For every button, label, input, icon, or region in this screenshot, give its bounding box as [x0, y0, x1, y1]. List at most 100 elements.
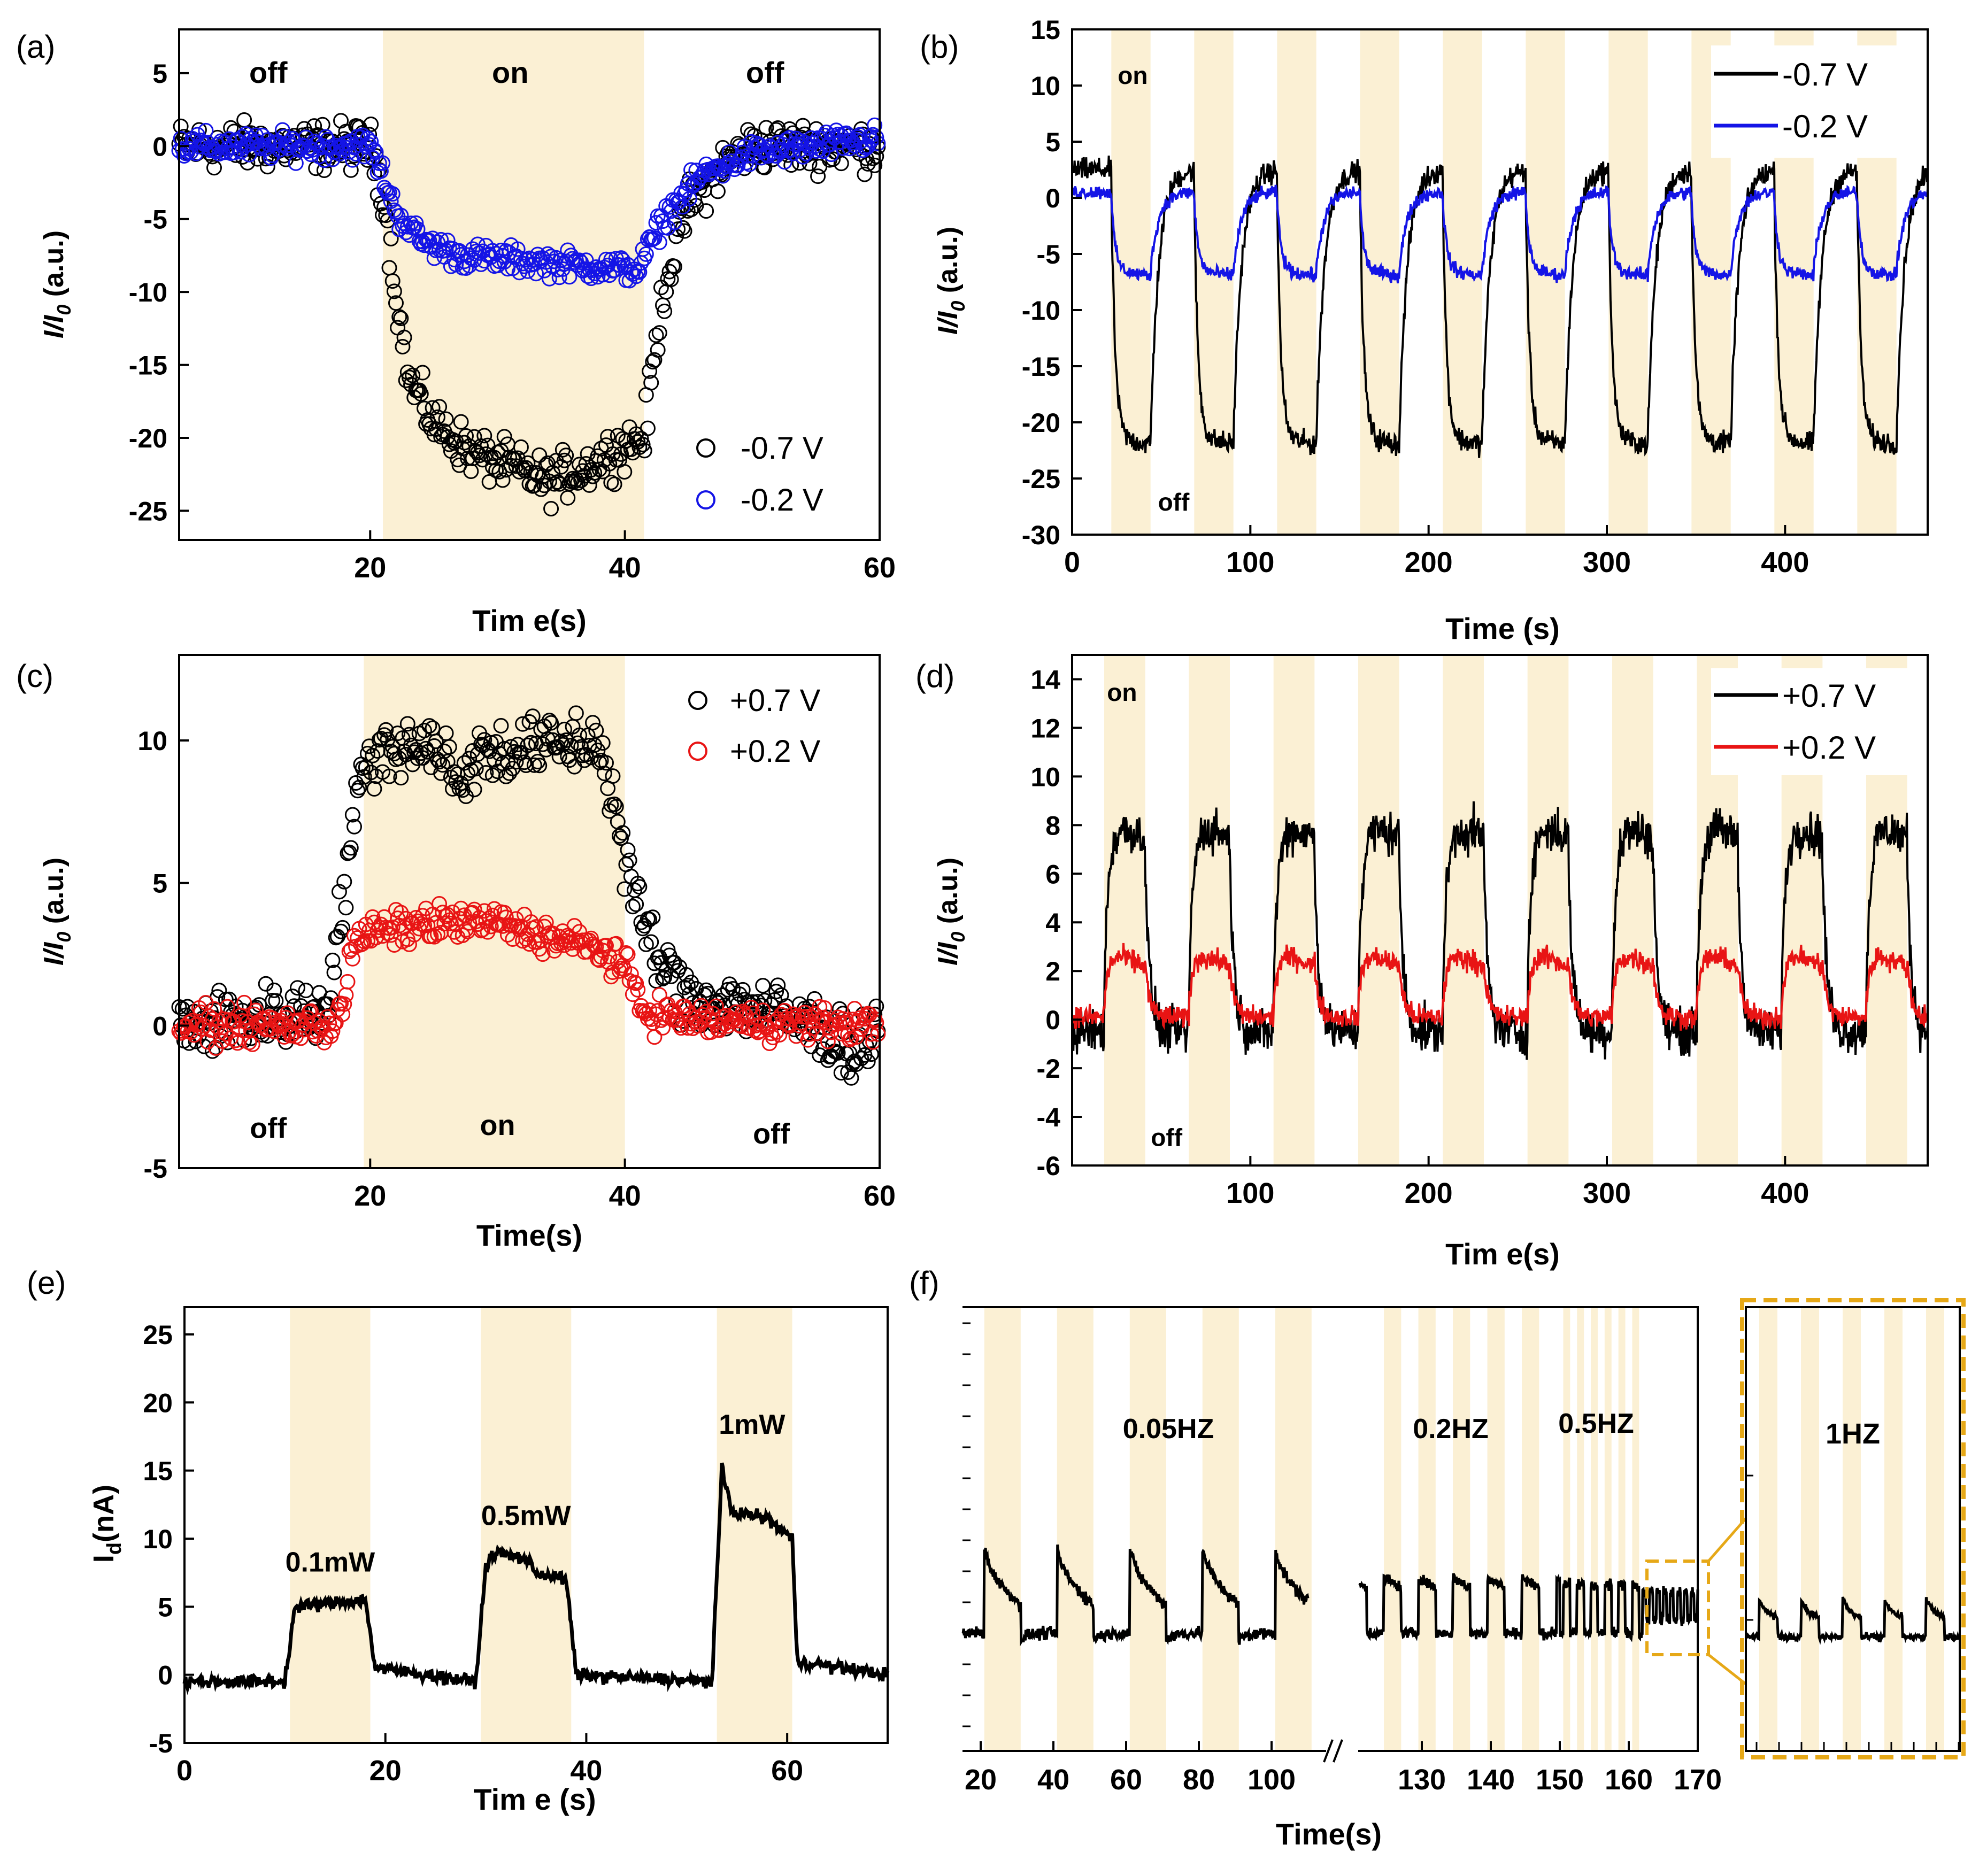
- panel-c-point: [268, 993, 284, 1009]
- panel-f-series-line: [961, 1544, 1310, 1647]
- panel-b-on-band: [1443, 29, 1482, 535]
- panel-d-on-band: [1527, 655, 1569, 1165]
- panel-c-point: [343, 840, 359, 856]
- panel-a-point: [226, 123, 242, 140]
- panel-c-annotation: on: [480, 1109, 515, 1141]
- panel-c-point: [535, 946, 551, 962]
- panel-f-on-band: [1057, 1307, 1094, 1751]
- panel-c-point: [588, 722, 604, 738]
- panel-d-label: (d): [915, 658, 954, 694]
- panel-c-point: [611, 828, 627, 844]
- panel-c-point: [443, 915, 459, 931]
- panel-a-point: [446, 435, 463, 451]
- panel-f-on-band: [1618, 1307, 1626, 1751]
- panel-d-annotations: on off: [1107, 678, 1182, 1151]
- panel-c-point: [414, 908, 430, 924]
- panel-a-point: [543, 501, 559, 517]
- panel-a-xlabel: Tim e(s): [472, 604, 587, 637]
- panel-a-ylabel-main: I/I: [38, 314, 70, 338]
- panel-a-point: [368, 144, 384, 160]
- panel-a-point: [308, 160, 324, 176]
- panel-d-ytick-label: -6: [1037, 1151, 1060, 1181]
- panel-c-label: (c): [16, 658, 53, 694]
- panel-c-point: [678, 1001, 694, 1017]
- panel-c-point: [867, 1006, 883, 1022]
- panel-a-point: [476, 428, 492, 444]
- panel-c-ticks: 20 40 60 10 5 0 -5: [137, 726, 896, 1212]
- panel-c-point: [598, 755, 614, 771]
- panel-c-point: [386, 746, 402, 762]
- panel-c-point: [338, 900, 354, 916]
- panel-c-point: [770, 977, 786, 993]
- panel-c-point: [469, 746, 486, 762]
- panel-c-point: [491, 746, 507, 762]
- panel-a-point: [453, 414, 469, 430]
- panel-a-point: [348, 146, 364, 162]
- panel-a-point: [438, 411, 454, 427]
- panel-c-point: [608, 936, 624, 952]
- panel-c-point: [525, 708, 541, 724]
- panel-d-ytick-label: 14: [1030, 665, 1060, 694]
- panel-f-zoom-connector-bottom: [1707, 1654, 1747, 1685]
- panel-f-on-band: [1129, 1307, 1166, 1751]
- panel-c-point: [204, 1043, 220, 1059]
- panel-a-annotation: off: [746, 56, 784, 89]
- panel-c-ylabel-main: I/I: [38, 941, 70, 966]
- panel-c-point: [806, 991, 822, 1007]
- panel-e-series-line: [182, 1462, 890, 1695]
- panel-a-point: [236, 112, 252, 128]
- panel-a-point: [541, 271, 557, 287]
- panel-a-point: [318, 129, 334, 145]
- panel-c-point: [335, 1006, 351, 1022]
- panel-c-xtick-label: 40: [609, 1180, 641, 1212]
- panel-a-point: [393, 311, 409, 327]
- panel-a-ytick-label: -20: [129, 423, 167, 453]
- panel-c-point: [498, 909, 514, 925]
- panel-b-ytick-label: 10: [1030, 71, 1060, 101]
- panel-a-point: [675, 220, 691, 236]
- panel-f-annotation: 0.2HZ: [1413, 1414, 1489, 1445]
- panel-c-point: [661, 1009, 677, 1025]
- panel-f-on-band: [1591, 1307, 1598, 1751]
- panel-a-point: [635, 436, 651, 452]
- panel-b-legend-label-1: -0.7 V: [1782, 57, 1868, 92]
- panel-a-point: [396, 329, 412, 345]
- panel-b-legend-bg: [1711, 45, 1925, 158]
- panel-c-point: [436, 916, 452, 932]
- panel-b-ytick-label: -20: [1022, 408, 1060, 438]
- panel-d-series-line: [1071, 943, 1929, 1031]
- panel-d-ylabel: I/I0 (a.u.): [933, 858, 969, 966]
- panel-b-on-band: [1194, 29, 1234, 535]
- panel-c-annotation: off: [753, 1118, 790, 1150]
- panel-a-point: [810, 168, 826, 184]
- panel-a-point: [208, 143, 224, 159]
- panel-a-point: [596, 452, 612, 468]
- panel-a-ylabel: I/I0 (a.u.): [38, 230, 75, 338]
- panel-c-ytick-label: -5: [144, 1154, 167, 1184]
- panel-a-point: [683, 202, 699, 218]
- panel-c-point: [283, 1028, 299, 1044]
- panel-f-xtick-label: 150: [1536, 1764, 1584, 1796]
- panel-b-xtick-label: 100: [1226, 546, 1274, 578]
- panel-f-xtick-label: 130: [1398, 1764, 1446, 1796]
- panel-b-label: (b): [920, 29, 959, 65]
- panel-d-on-band: [1104, 655, 1145, 1165]
- panel-a-point: [632, 439, 648, 456]
- panel-f-inset-on-band: [1759, 1307, 1777, 1751]
- panel-c-point: [648, 973, 664, 989]
- panel-a-point: [499, 261, 515, 277]
- panel-d-ytick-label: 2: [1045, 956, 1060, 986]
- panel-c-point: [618, 945, 634, 961]
- panel-c-point: [460, 766, 476, 782]
- panel-c-point: [432, 895, 448, 912]
- panel-a-point: [632, 264, 648, 280]
- panel-a-point: [432, 399, 448, 415]
- panel-c-point: [860, 1054, 876, 1070]
- panel-c-point: [541, 713, 557, 729]
- panel-c-point: [383, 927, 399, 943]
- panel-a-point: [648, 327, 664, 343]
- panel-e-annotation: 0.5mW: [481, 1501, 572, 1532]
- panel-c-point: [336, 996, 352, 1012]
- panel-c-point: [676, 998, 692, 1014]
